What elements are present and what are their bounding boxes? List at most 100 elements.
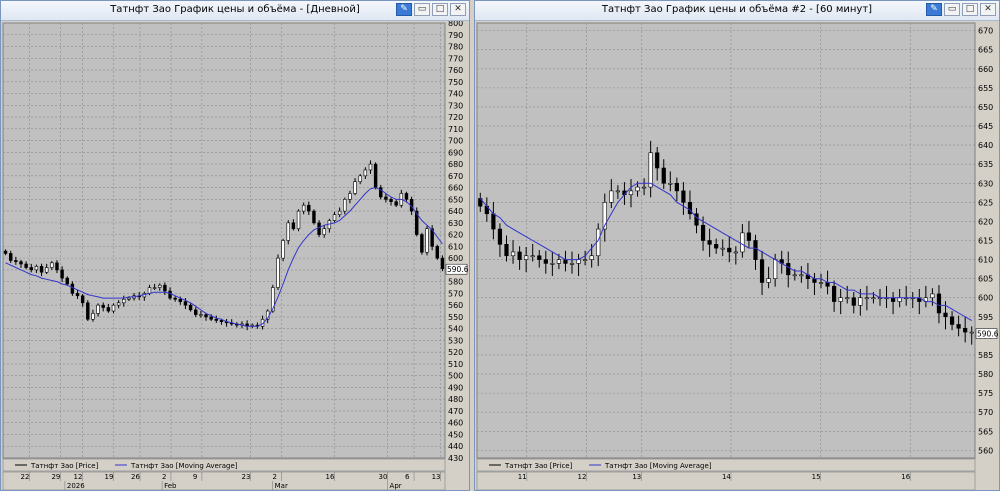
y-tick-label: 600 <box>978 294 993 303</box>
daily-chart-window: Татнфт Зао График цены и объёма - [Дневн… <box>0 0 470 491</box>
candle-body <box>420 234 424 253</box>
candle-body <box>543 259 548 264</box>
candle-body <box>943 312 948 318</box>
candle-body <box>188 304 193 311</box>
candle-body <box>615 190 620 193</box>
candle-body <box>576 259 581 264</box>
y-tick-label: 600 <box>448 254 463 263</box>
candle-body <box>122 298 126 304</box>
candle-body <box>19 261 23 265</box>
candle-body <box>890 297 896 302</box>
candle-body <box>773 259 778 279</box>
candle-body <box>740 232 745 253</box>
candle-body <box>897 297 902 302</box>
candle-body <box>24 263 28 268</box>
y-tick-label: 760 <box>448 66 463 75</box>
y-tick-label: 440 <box>448 442 463 451</box>
candle-body <box>199 314 203 316</box>
close-button[interactable]: ✕ <box>980 3 996 16</box>
candle-body <box>337 210 342 215</box>
window-titlebar[interactable]: Татнфт Зао График цены и объёма - [Дневн… <box>1 1 469 21</box>
candle-body <box>415 210 419 235</box>
y-tick-label: 740 <box>448 90 463 99</box>
candle-body <box>173 297 177 300</box>
x-tick-label: 16 <box>901 473 910 481</box>
y-tick-label: 720 <box>448 113 463 122</box>
x-tick-label: 15 <box>812 473 821 481</box>
y-tick-label: 580 <box>448 278 463 287</box>
candle-body <box>694 213 699 226</box>
y-tick-label: 665 <box>978 46 993 55</box>
candle-body <box>687 202 693 215</box>
candle-body <box>14 260 18 262</box>
x-tick-label: 12 <box>74 473 83 481</box>
candle-body <box>491 213 496 230</box>
y-tick-label: 660 <box>448 184 463 193</box>
candle-body <box>96 304 100 314</box>
minimize-button[interactable]: ▭ <box>944 3 960 16</box>
maximize-button[interactable]: □ <box>432 3 448 16</box>
x-tick-label: 19 <box>105 473 114 481</box>
x-period-label: Feb <box>164 482 177 490</box>
candle-body <box>296 210 301 230</box>
candle-body <box>394 201 398 206</box>
daily-price-chart[interactable]: 430 440 450 460 470 480 490 500 510 520 530 540 550 5… <box>1 21 469 490</box>
y-tick-label: 605 <box>978 275 993 284</box>
x-period-label: Apr <box>390 482 402 490</box>
candle-body <box>116 302 121 306</box>
candle-body <box>956 324 961 329</box>
y-tick-label: 510 <box>448 360 463 369</box>
candle-body <box>969 331 974 334</box>
y-tick-label: 575 <box>978 389 993 398</box>
y-tick-label: 570 <box>978 408 993 417</box>
y-tick-label: 640 <box>978 141 993 150</box>
y-tick-label: 540 <box>448 325 463 334</box>
y-tick-label: 620 <box>978 217 993 226</box>
moving-average-line <box>479 182 972 322</box>
candle-body <box>517 251 522 260</box>
candle-body <box>322 228 326 235</box>
y-tick-label: 570 <box>448 289 463 298</box>
candle-body <box>720 247 725 250</box>
x-tick-label: 11 <box>518 473 527 481</box>
moving-average-line <box>5 187 443 327</box>
y-tick-label: 560 <box>448 301 463 310</box>
y-tick-label: 615 <box>978 237 993 246</box>
candle-body <box>641 186 647 189</box>
candle-body <box>80 295 85 304</box>
candle-body <box>818 282 824 284</box>
candle-body <box>799 274 804 277</box>
candle-body <box>332 214 337 221</box>
maximize-button[interactable]: □ <box>962 3 978 16</box>
y-tick-label: 610 <box>978 256 993 265</box>
y-tick-label: 780 <box>448 43 463 52</box>
candle-body <box>178 298 183 302</box>
candle-body <box>60 269 64 279</box>
candle-body <box>635 186 640 192</box>
candle-body <box>425 228 429 253</box>
pin-button[interactable]: ✎ <box>396 3 412 16</box>
candle-body <box>301 204 306 212</box>
close-button[interactable]: ✕ <box>450 3 466 16</box>
y-tick-label: 645 <box>978 122 993 131</box>
x-tick-label: 14 <box>722 473 731 481</box>
y-tick-label: 700 <box>448 137 463 146</box>
y-tick-label: 655 <box>978 84 993 93</box>
hourly-price-chart[interactable]: 5605655705755805855905956006056106156206… <box>475 21 999 490</box>
candle-body <box>363 169 368 177</box>
x-period-label: 2026 <box>67 482 85 490</box>
pin-button[interactable]: ✎ <box>926 3 942 16</box>
x-tick-label: 2 <box>272 473 276 481</box>
candle-body <box>281 240 285 259</box>
candle-body <box>101 304 105 308</box>
window-titlebar[interactable]: Татнфт Зао График цены и объёма #2 - [60… <box>475 1 999 21</box>
candle-body <box>127 297 131 300</box>
minimize-button[interactable]: ▭ <box>414 3 430 16</box>
candle-body <box>373 163 378 188</box>
window-title: Татнфт Зао График цены и объёма #2 - [60… <box>601 4 873 15</box>
candle-body <box>368 163 373 171</box>
candle-body <box>825 282 830 287</box>
y-tick-label: 670 <box>978 27 993 36</box>
candle-body <box>871 297 876 300</box>
x-tick-label: 22 <box>21 473 30 481</box>
